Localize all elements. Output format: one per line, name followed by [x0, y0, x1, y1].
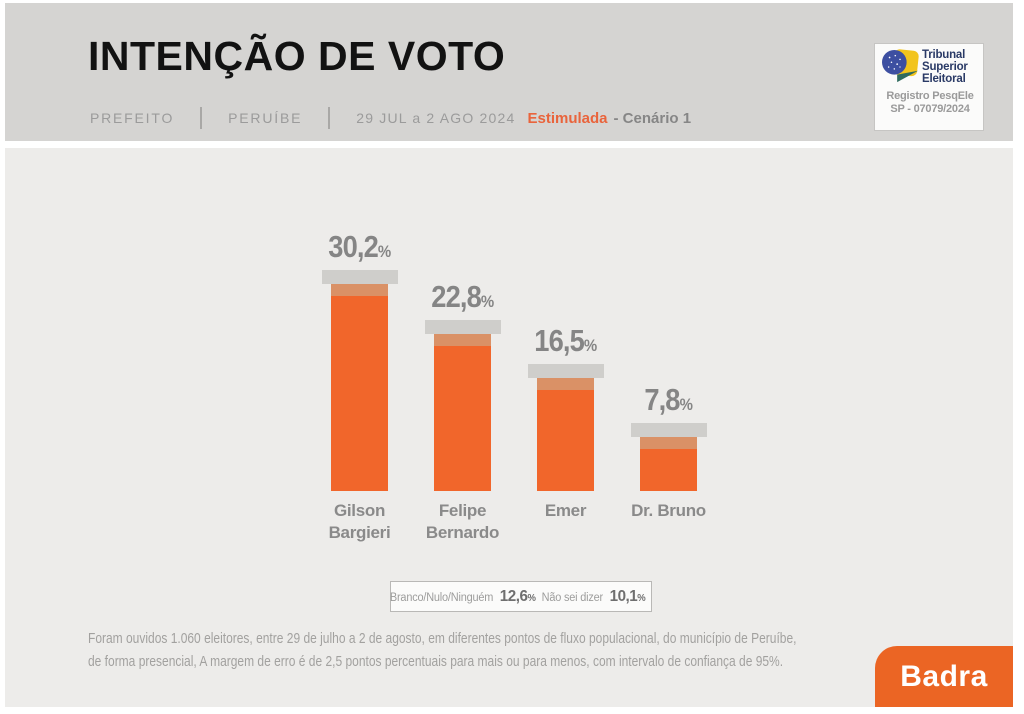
- bar-cap: [424, 320, 501, 334]
- slide-body: 30,2% 22,8% 16,5% 7,8%: [5, 148, 1013, 707]
- bar-column-dr-bruno: 7,8%: [617, 382, 720, 491]
- blank-null-number: 12,6: [500, 587, 528, 605]
- bar-column-emer: 16,5%: [514, 323, 617, 491]
- meta-date-range: 29 JUL a 2 AGO 2024: [356, 110, 516, 126]
- percent-sign: %: [637, 592, 647, 604]
- candidate-name-line: Emer: [544, 501, 587, 520]
- dont-know-number: 10,1: [609, 587, 638, 605]
- percent-sign: %: [679, 395, 693, 414]
- bar-column-felipe-bernardo: 22,8%: [411, 279, 514, 491]
- header-band: INTENÇÃO DE VOTO PREFEITO PERUÍBE 29 JUL…: [5, 3, 1013, 141]
- badra-logo: Badra: [875, 646, 1013, 707]
- badra-logo-text: Badra: [900, 659, 988, 693]
- bar-gilson-bargieri: [331, 284, 388, 491]
- meta-office: PREFEITO: [90, 110, 175, 126]
- percent-sign: %: [377, 242, 391, 261]
- tse-registry-badge: Tribunal Superior Eleitoral Registro Pes…: [874, 43, 984, 131]
- bar-cap: [630, 423, 707, 437]
- percent-sign: %: [583, 336, 597, 355]
- header-meta: PREFEITO PERUÍBE 29 JUL a 2 AGO 2024 Est…: [90, 107, 691, 129]
- bar-value-number: 30,2: [328, 229, 378, 264]
- blank-null-label: Branco/Nulo/Ninguém: [390, 591, 494, 604]
- bar-cap: [527, 364, 604, 378]
- dont-know-label: Não sei dizer: [541, 591, 604, 604]
- bar-value-label: 7,8%: [644, 382, 693, 418]
- bar-value-label: 16,5%: [534, 323, 597, 359]
- tse-badge-top: Tribunal Superior Eleitoral: [881, 49, 979, 85]
- candidate-name-line: Gilson: [333, 501, 386, 520]
- candidate-name-felipe-bernardo: Felipe Bernardo: [411, 500, 514, 544]
- tse-emblem-icon: [882, 49, 919, 83]
- methodology-line-1: Foram ouvidos 1.060 eleitores, entre 29 …: [88, 630, 797, 647]
- bar-cap: [321, 270, 398, 284]
- methodology-note: Foram ouvidos 1.060 eleitores, entre 29 …: [88, 627, 974, 673]
- bar-top-shade: [434, 334, 491, 346]
- meta-scenario: - Cenário 1: [613, 109, 692, 127]
- meta-city: PERUÍBE: [228, 110, 303, 126]
- vote-intention-bar-chart: 30,2% 22,8% 16,5% 7,8%: [308, 220, 720, 491]
- candidate-name-line: Bargieri: [328, 523, 391, 542]
- tse-org-line: Eleitoral: [922, 73, 966, 85]
- bar-top-shade: [640, 437, 697, 449]
- other-responses-box: Branco/Nulo/Ninguém 12,6% Não sei dizer …: [390, 581, 652, 612]
- bar-value-number: 7,8: [644, 382, 680, 417]
- candidate-name-line: Bernardo: [425, 523, 500, 542]
- tse-registry-line: SP - 07079/2024: [890, 103, 970, 115]
- other-responses-row: Branco/Nulo/Ninguém 12,6% Não sei dizer …: [390, 588, 652, 606]
- tse-org-line: Tribunal: [922, 49, 966, 61]
- bar-value-label: 30,2%: [328, 229, 391, 265]
- tse-registry-line: Registro PesqEle: [886, 90, 974, 102]
- bar-value-label: 22,8%: [431, 279, 494, 315]
- bar-dr-bruno: [640, 437, 697, 491]
- blank-null-value: 12,6%: [500, 588, 536, 606]
- candidate-name-gilson-bargieri: Gilson Bargieri: [308, 500, 411, 544]
- percent-sign: %: [480, 292, 494, 311]
- tse-org-name: Tribunal Superior Eleitoral: [922, 49, 968, 85]
- percent-sign: %: [527, 592, 537, 604]
- candidate-name-emer: Emer: [514, 500, 617, 544]
- page-title: INTENÇÃO DE VOTO: [88, 33, 506, 79]
- bar-value-number: 16,5: [534, 323, 584, 358]
- bar-value-number: 22,8: [431, 279, 481, 314]
- bar-column-gilson-bargieri: 30,2%: [308, 229, 411, 491]
- candidate-name-dr-bruno: Dr. Bruno: [617, 500, 720, 544]
- meta-divider: [328, 107, 331, 129]
- tse-registry-number: Registro PesqEle SP - 07079/2024: [881, 90, 979, 116]
- bar-felipe-bernardo: [434, 334, 491, 491]
- bar-top-shade: [331, 284, 388, 296]
- candidate-name-line: Felipe: [438, 501, 487, 520]
- bar-top-shade: [537, 378, 594, 390]
- candidate-names-row: Gilson Bargieri Felipe Bernardo Emer Dr.…: [308, 500, 720, 544]
- dont-know-value: 10,1%: [610, 588, 646, 606]
- meta-divider: [200, 107, 203, 129]
- tse-org-line: Superior: [922, 61, 968, 73]
- bar-emer: [537, 378, 594, 491]
- methodology-line-2: de forma presencial, A margem de erro é …: [88, 653, 784, 670]
- candidate-name-line: Dr. Bruno: [631, 501, 706, 520]
- meta-mode: Estimulada: [527, 109, 608, 127]
